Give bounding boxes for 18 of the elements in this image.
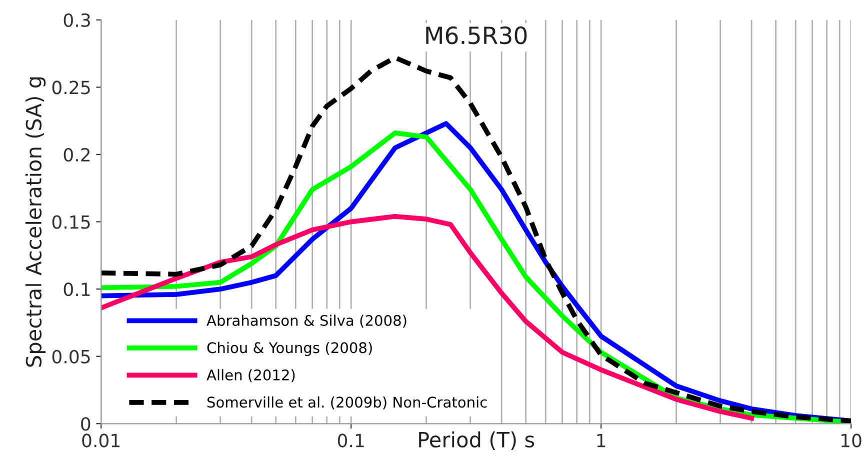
- y-tick-label: 0.1: [64, 282, 90, 296]
- x-tick-label: 1: [597, 434, 606, 448]
- y-axis-title: Spectral Acceleration (SA) g: [25, 77, 46, 367]
- y-tick-label: 0.3: [64, 13, 90, 28]
- y-tick-label: 0.25: [52, 80, 90, 94]
- x-tick-label: 0.01: [82, 434, 120, 448]
- y-tick-label: 0.2: [64, 148, 90, 162]
- x-tick-label: 0.1: [338, 434, 364, 448]
- legend-label: Allen (2012): [206, 369, 295, 382]
- x-axis-title: Period (T) s: [419, 431, 534, 450]
- chart-title: M6.5R30: [426, 26, 527, 44]
- legend-label: Somerville et al. (2009b) Non-Cratonic: [207, 396, 487, 410]
- y-tick-label: 0: [81, 417, 90, 431]
- legend-label: Abrahamson & Silva (2008): [206, 314, 406, 328]
- legend-label: Chiou & Youngs (2008): [207, 342, 372, 356]
- x-tick-label: 10: [842, 434, 862, 448]
- y-tick-label: 0.05: [52, 350, 90, 364]
- y-tick-label: 0.15: [52, 215, 90, 229]
